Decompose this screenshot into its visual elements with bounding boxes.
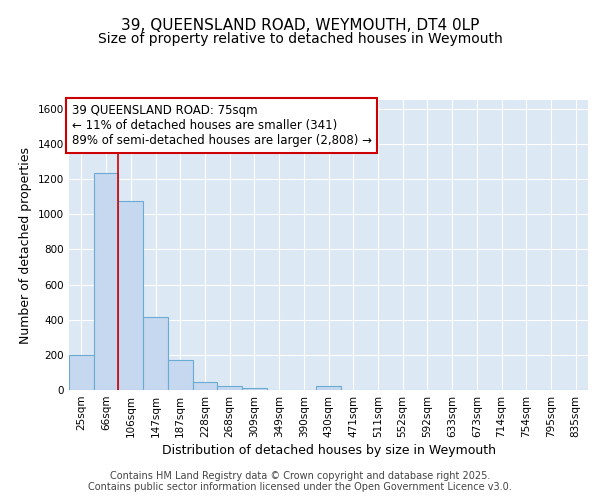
Bar: [242, 388, 267, 390]
Text: 39 QUEENSLAND ROAD: 75sqm
← 11% of detached houses are smaller (341)
89% of semi: 39 QUEENSLAND ROAD: 75sqm ← 11% of detac…: [71, 104, 371, 148]
Bar: [69, 355, 94, 390]
Bar: [217, 386, 242, 390]
Text: Contains HM Land Registry data © Crown copyright and database right 2025.
Contai: Contains HM Land Registry data © Crown c…: [88, 471, 512, 492]
Bar: [118, 201, 143, 390]
X-axis label: Distribution of detached houses by size in Weymouth: Distribution of detached houses by size …: [161, 444, 496, 457]
Bar: [168, 360, 193, 390]
Text: 39, QUEENSLAND ROAD, WEYMOUTH, DT4 0LP: 39, QUEENSLAND ROAD, WEYMOUTH, DT4 0LP: [121, 18, 479, 32]
Text: Size of property relative to detached houses in Weymouth: Size of property relative to detached ho…: [98, 32, 502, 46]
Bar: [94, 173, 118, 390]
Bar: [316, 386, 341, 390]
Y-axis label: Number of detached properties: Number of detached properties: [19, 146, 32, 344]
Bar: [193, 382, 217, 390]
Bar: [143, 317, 168, 390]
